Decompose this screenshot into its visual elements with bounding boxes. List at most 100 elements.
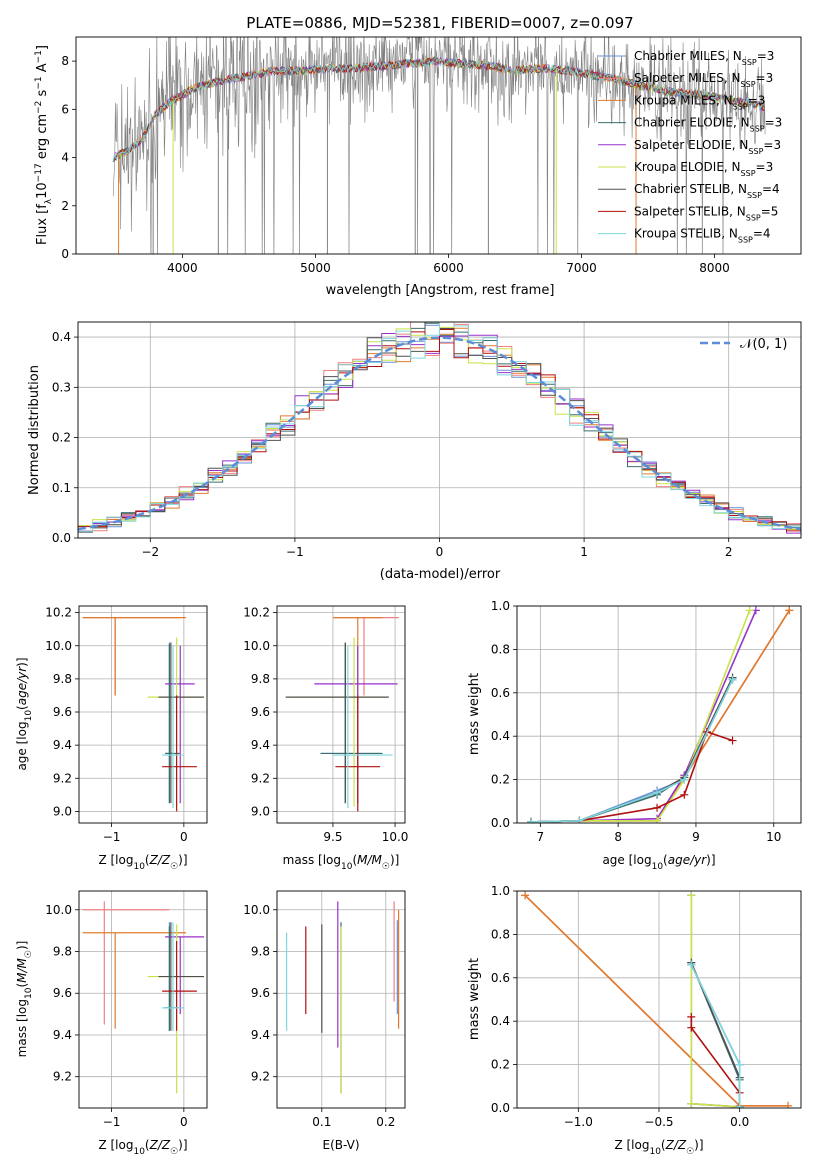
y-tick-label: 9.4 (53, 738, 72, 752)
x-tick-label: 0.2 (376, 1115, 395, 1129)
label-part: )] (694, 1138, 703, 1152)
label-part: SSP (733, 102, 748, 111)
y-tick-label: 0.8 (491, 642, 510, 656)
label-part: ☉ (686, 1147, 694, 1157)
y-tick-label: 10.0 (243, 639, 270, 653)
errorbar-salpeter-miles (82, 901, 170, 1025)
point-marker (745, 606, 754, 615)
point-marker (653, 816, 662, 823)
label-part: Z/Z (149, 853, 171, 867)
plot-area (78, 322, 801, 536)
legend-label: Chabrier MILES, NSSP=3 (634, 49, 774, 67)
label-part: =3 (748, 93, 766, 107)
y-tick-label: 0.0 (52, 531, 71, 545)
label-part: Chabrier MILES, N (634, 49, 742, 63)
legend-entry: Kroupa ELODIE, NSSP=3 (598, 160, 773, 178)
label-part: Salpeter MILES, N (634, 71, 741, 85)
label-part: ( (352, 853, 357, 867)
y-tick-label: 10.2 (243, 606, 270, 620)
label-part: −1 (34, 50, 44, 63)
point-marker (527, 817, 536, 823)
axes-frame (516, 605, 802, 824)
series-line (690, 895, 740, 1108)
series-line (530, 610, 751, 823)
panel-mass-vs-z: −1 09.29.49.69.810.0Z [log10(Z/Z☉)]mass [… (15, 890, 208, 1157)
label-part: 10 (133, 1147, 145, 1157)
point-marker (687, 891, 696, 900)
y-tick-label: 0.8 (491, 927, 510, 941)
plot-area (521, 891, 793, 1108)
label-part: =4 (762, 182, 780, 196)
point-marker (735, 1060, 744, 1069)
x-tick-label: 0 (436, 545, 444, 559)
label-part: Z [log (98, 853, 133, 867)
y-tick-label: 2 (61, 199, 69, 213)
label-part: )] (15, 657, 29, 666)
label-part: ☉ (170, 1147, 178, 1157)
x-tick-label: 8000 (699, 261, 730, 275)
errorbar-salpeter-elodie (314, 645, 398, 804)
axes-frame (78, 890, 208, 1109)
y-tick-label: 9.6 (53, 986, 72, 1000)
label-part: A (35, 63, 50, 76)
plot-area (286, 901, 400, 1094)
legend-label: Chabrier ELODIE, NSSP=3 (634, 116, 782, 134)
y-tick-label: 6 (61, 102, 69, 116)
errorbar-chabrier-stelib (158, 642, 205, 804)
panel-age-vs-z: −1 09.09.29.49.69.810.010.2Z [log10(Z/Z☉)… (15, 605, 208, 872)
y-tick-label: 9.6 (251, 705, 270, 719)
legend-label: Chabrier STELIB, NSSP=4 (634, 182, 780, 200)
plot-area (82, 901, 205, 1094)
model-line-kroupa-stelib (112, 56, 765, 162)
legend-label: Kroupa MILES, NSSP=3 (634, 93, 765, 111)
label-part: mass [log (15, 999, 29, 1057)
point-marker (687, 1012, 696, 1021)
series-kroupa-stelib (687, 960, 744, 1108)
x-tick-label: 4000 (167, 261, 198, 275)
point-marker (728, 675, 737, 684)
x-tick-label: 0 (180, 1115, 188, 1129)
y-tick-label: 9.6 (53, 705, 72, 719)
y-tick-label: 0.4 (52, 330, 71, 344)
y-tick-label: 10.0 (45, 639, 72, 653)
label-part: )] (178, 853, 187, 867)
series-line (524, 894, 789, 1107)
errorbar-kroupa-miles (82, 932, 187, 1029)
series-chabrier-miles (687, 960, 744, 1108)
axes-frame (75, 36, 802, 255)
x-axis-label: E(B-V) (322, 1138, 359, 1152)
panel-age-vs-mass: 9.5 10.0 9.0 9.2 9.4 9.6 9.8 10.0 10.2 mass [log1… (243, 605, 408, 872)
x-tick-label: 9.5 (323, 830, 342, 844)
label-part: =3 (756, 71, 774, 85)
legend-entry: Salpeter MILES, NSSP=3 (598, 71, 773, 89)
errorbar-kroupa-elodie (147, 637, 202, 807)
series-line (690, 964, 741, 1107)
point-marker (784, 1101, 793, 1108)
point-marker (687, 960, 696, 969)
label-part: Flux [f (35, 204, 50, 245)
legend-label: Kroupa STELIB, NSSP=4 (634, 227, 771, 245)
label-part: =3 (765, 116, 783, 130)
label-part: =3 (757, 49, 775, 63)
x-tick-label: −2 (141, 545, 159, 559)
errorbar-chabrier-miles (320, 642, 381, 804)
y-tick-label: 9.2 (53, 771, 72, 785)
point-marker (728, 736, 737, 745)
point-marker (575, 816, 584, 823)
point-marker (521, 891, 530, 900)
axes-frame (276, 890, 406, 1109)
series-line (524, 894, 789, 1107)
legend-label: Salpeter ELODIE, NSSP=3 (634, 138, 781, 156)
series-chabrier-elodie (527, 673, 737, 823)
errorbar-chabrier-stelib (285, 642, 389, 804)
legend-label: Salpeter MILES, NSSP=3 (634, 71, 773, 89)
legend-entry: Chabrier STELIB, NSSP=4 (598, 182, 780, 200)
point-marker (653, 803, 662, 812)
errorbar-salpeter-stelib (162, 695, 197, 812)
label-part: ☉ (170, 862, 178, 872)
panel-residuals: −2 −1 0 1 2 0.0 0.1 0.2 0.3 0.4 𝒩(0, 1) (data-model… (27, 321, 802, 582)
series-kroupa-elodie (527, 606, 754, 823)
series-kroupa-miles (521, 891, 793, 1108)
y-tick-label: 4 (61, 151, 69, 165)
label-part: Z/Z (665, 1138, 687, 1152)
